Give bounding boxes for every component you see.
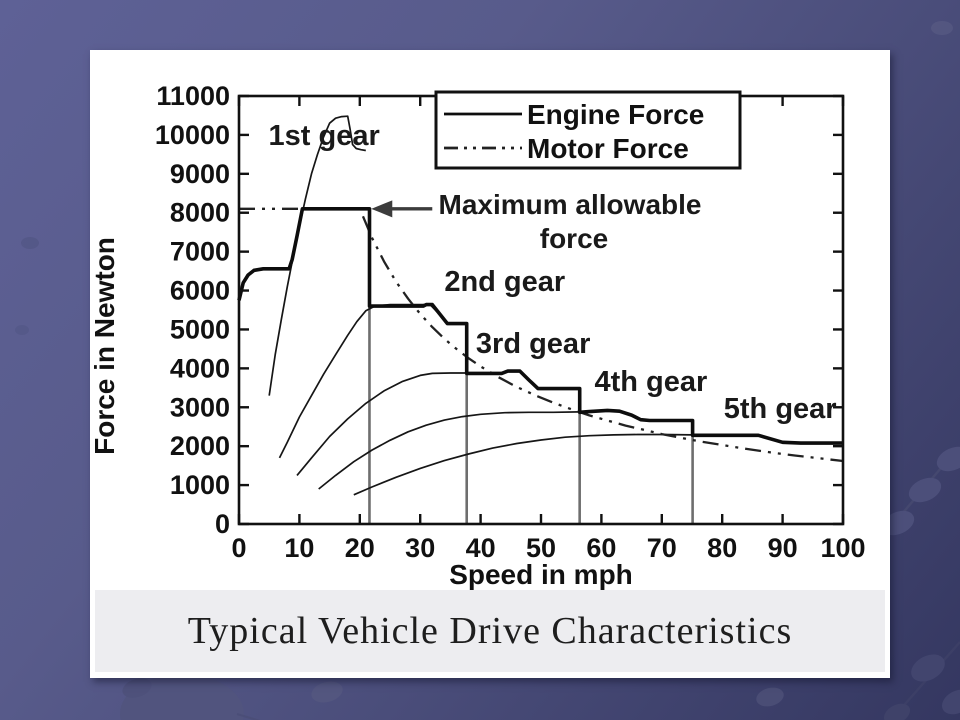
max-force-arrowhead bbox=[371, 200, 393, 218]
x-tick-label: 50 bbox=[526, 533, 556, 563]
y-tick-label: 9000 bbox=[170, 159, 230, 189]
max-force-label-line2: force bbox=[540, 223, 608, 254]
max-force-label-line1: Maximum allowable bbox=[439, 189, 702, 220]
x-tick-label: 100 bbox=[820, 533, 865, 563]
series-engine-force-envelope bbox=[237, 207, 843, 445]
vehicle-drive-chart: 0 10 20 30 40 50 60 70 80 90 100010002000300040005… bbox=[90, 81, 866, 590]
gear-label-5th-gear: 5th gear bbox=[724, 393, 837, 425]
y-tick-label: 2000 bbox=[170, 431, 230, 461]
y-tick-label: 3000 bbox=[170, 392, 230, 422]
y-tick-label: 4000 bbox=[170, 353, 230, 383]
gear-label-4th-gear: 4th gear bbox=[595, 366, 708, 398]
x-tick-label: 80 bbox=[707, 533, 737, 563]
caption-strip: Typical Vehicle Drive Characteristics bbox=[95, 590, 885, 672]
legend-label-engine-force: Engine Force bbox=[527, 99, 704, 130]
x-tick-label: 70 bbox=[647, 533, 677, 563]
x-tick-label: 20 bbox=[345, 533, 375, 563]
decorative-faint-dots bbox=[15, 21, 953, 335]
y-tick-label: 5000 bbox=[170, 314, 230, 344]
series-4th-gear-engine-force bbox=[318, 409, 693, 490]
y-tick-label: 8000 bbox=[170, 198, 230, 228]
decorative-bead-chain-bottom-left bbox=[120, 674, 784, 720]
chart-panel: 0 10 20 30 40 50 60 70 80 90 100 0 1000 2000 3000 4000 5… bbox=[90, 50, 890, 678]
x-tick-label: 30 bbox=[405, 533, 435, 563]
series-1st-gear-engine-force bbox=[268, 115, 366, 396]
y-tick-label: 11000 bbox=[156, 81, 230, 111]
y-tick-label: 1000 bbox=[170, 470, 230, 500]
legend-box bbox=[434, 90, 742, 170]
x-tick-label: 0 bbox=[231, 533, 246, 563]
x-tick-label: 90 bbox=[768, 533, 798, 563]
y-tick-label: 6000 bbox=[170, 276, 230, 306]
x-axis-label: Speed in mph bbox=[449, 559, 633, 590]
slide-caption: Typical Vehicle Drive Characteristics bbox=[187, 610, 793, 652]
y-tick-label: 10000 bbox=[155, 120, 230, 150]
x-tick-label: 60 bbox=[586, 533, 616, 563]
series-motor-force bbox=[239, 207, 844, 463]
series-5th-gear-engine-force bbox=[353, 433, 843, 496]
legend-label-motor-force: Motor Force bbox=[527, 133, 689, 164]
gear-label-1st-gear: 1st gear bbox=[269, 120, 380, 152]
gear-label-3rd-gear: 3rd gear bbox=[476, 328, 590, 360]
gear-label-2nd-gear: 2nd gear bbox=[444, 266, 565, 298]
x-tick-label: 40 bbox=[466, 533, 496, 563]
y-tick-label: 0 bbox=[215, 509, 230, 539]
decorative-bead-chain-bottom-right bbox=[883, 641, 960, 720]
y-axis-label: Force in Newton bbox=[90, 237, 120, 455]
x-tick-label: 10 bbox=[284, 533, 314, 563]
series-2nd-gear-engine-force bbox=[278, 302, 467, 459]
y-tick-label: 7000 bbox=[170, 237, 230, 267]
